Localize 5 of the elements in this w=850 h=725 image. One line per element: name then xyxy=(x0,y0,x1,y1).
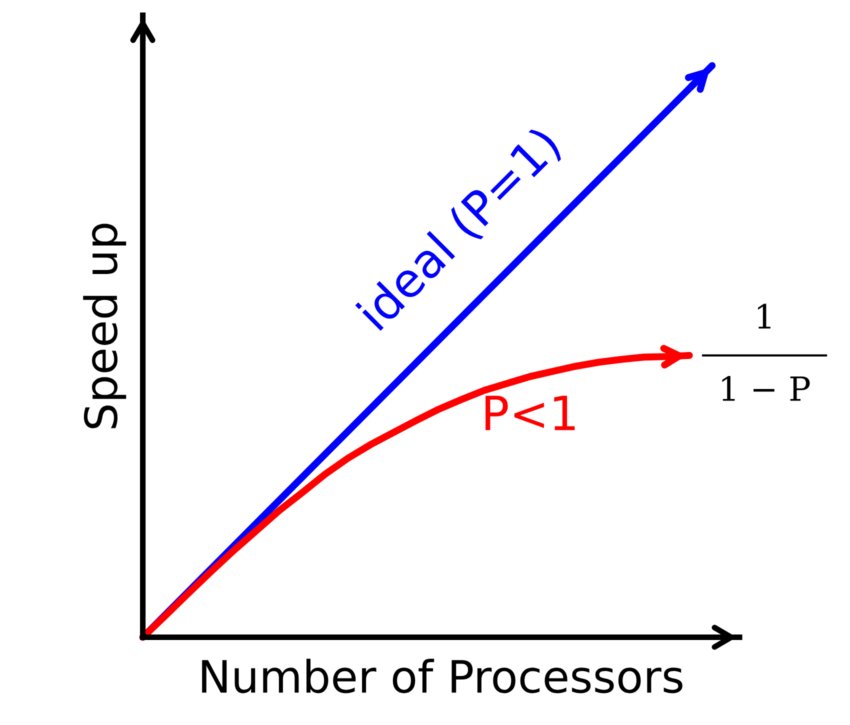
annotation: 1 − P xyxy=(722,376,810,401)
text: 1 xyxy=(758,304,770,328)
x-axis-title: Number of Processors xyxy=(202,658,682,694)
series-label: P<1 xyxy=(486,396,575,430)
y-axis-title: Speed up xyxy=(83,224,126,428)
